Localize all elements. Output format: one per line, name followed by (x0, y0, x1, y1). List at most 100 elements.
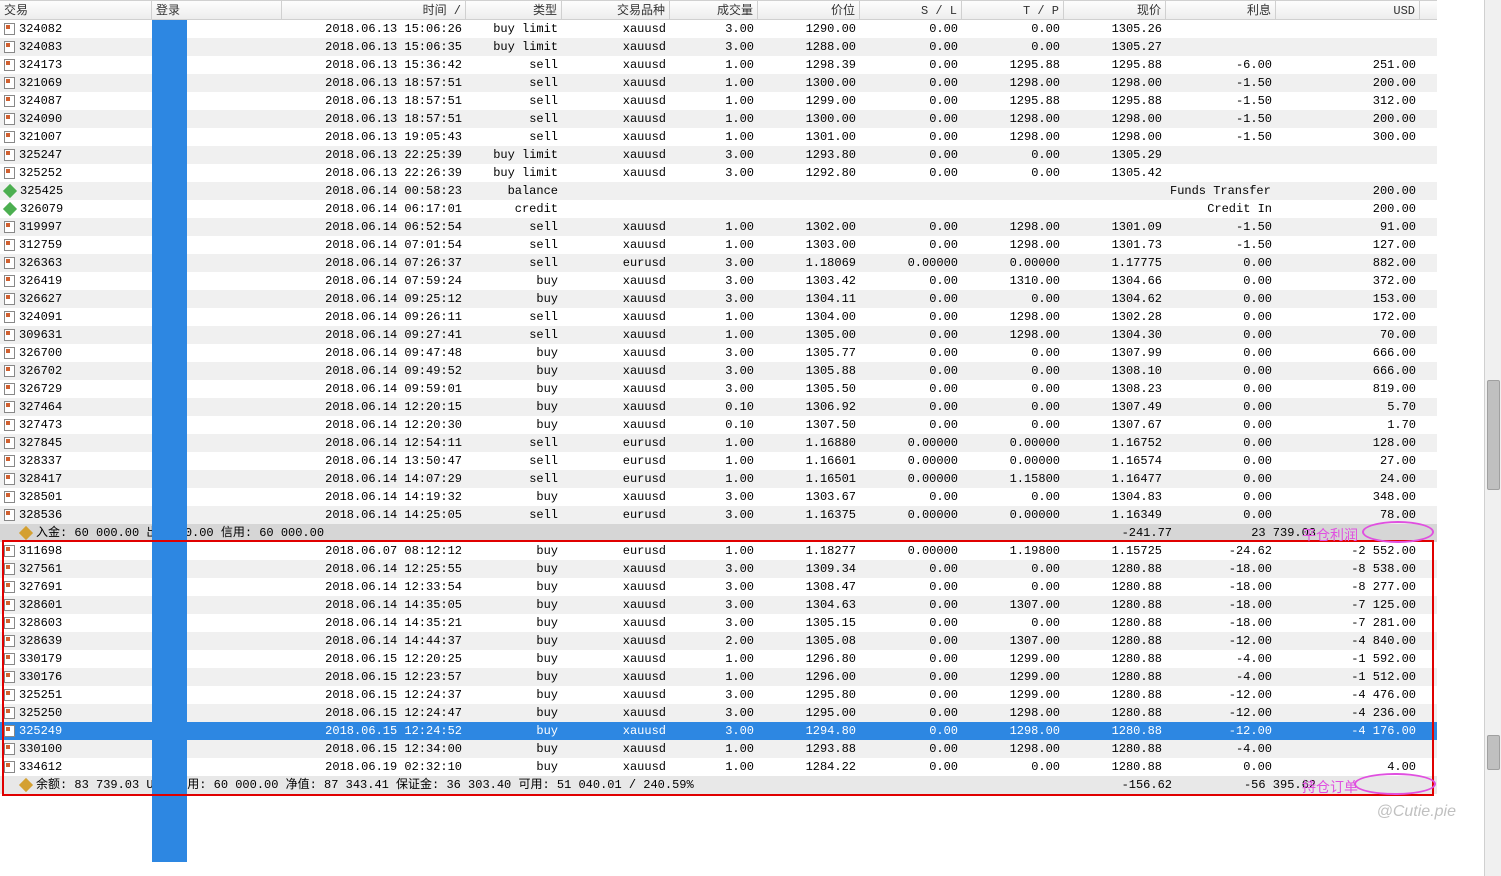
table-row[interactable]: 326702 2018.06.14 09:49:52 buy xauusd 3.… (0, 362, 1437, 380)
order-icon (4, 491, 15, 503)
cell-id: 328536 (0, 506, 152, 524)
table-row[interactable]: 324087 2018.06.13 18:57:51 sell xauusd 1… (0, 92, 1437, 110)
table-row[interactable]: 327473 2018.06.14 12:20:30 buy xauusd 0.… (0, 416, 1437, 434)
table-row[interactable]: 328501 2018.06.14 14:19:32 buy xauusd 3.… (0, 488, 1437, 506)
cell-volume: 3.00 (670, 146, 758, 164)
cell-current: 1301.09 (1064, 218, 1166, 236)
cell-tp: 1295.88 (962, 56, 1064, 74)
cell-current: 1304.66 (1064, 272, 1166, 290)
cell-interest: 0.00 (1166, 326, 1276, 344)
table-row[interactable]: 330100 2018.06.15 12:34:00 buy xauusd 1.… (0, 740, 1437, 758)
cell-usd: 1.70 (1276, 416, 1420, 434)
table-row[interactable]: 326419 2018.06.14 07:59:24 buy xauusd 3.… (0, 272, 1437, 290)
order-icon (4, 365, 15, 377)
cell-tp: 1298.00 (962, 218, 1064, 236)
cell-volume: 1.00 (670, 218, 758, 236)
table-row[interactable]: 311698 2018.06.07 08:12:12 buy eurusd 1.… (0, 542, 1437, 560)
table-row[interactable]: 327561 2018.06.14 12:25:55 buy xauusd 3.… (0, 560, 1437, 578)
cell-id: 324083 (0, 38, 152, 56)
cell-type: credit (466, 200, 562, 218)
cell-time: 2018.06.14 12:20:15 (282, 398, 466, 416)
table-row[interactable]: 326729 2018.06.14 09:59:01 buy xauusd 3.… (0, 380, 1437, 398)
table-row[interactable]: 326700 2018.06.14 09:47:48 buy xauusd 3.… (0, 344, 1437, 362)
table-row[interactable]: 334612 2018.06.19 02:32:10 buy xauusd 1.… (0, 758, 1437, 776)
cell-symbol: xauusd (562, 362, 670, 380)
table-row[interactable]: 312759 2018.06.14 07:01:54 sell xauusd 1… (0, 236, 1437, 254)
scrollbar-thumb-bottom[interactable] (1487, 735, 1500, 770)
table-row[interactable]: 325249 2018.06.15 12:24:52 buy xauusd 3.… (0, 722, 1437, 740)
cell-interest: 0.00 (1166, 434, 1276, 452)
cell-current: 1307.99 (1064, 344, 1166, 362)
cell-symbol: xauusd (562, 110, 670, 128)
cell-tp: 0.00 (962, 398, 1064, 416)
table-row[interactable]: 330176 2018.06.15 12:23:57 buy xauusd 1.… (0, 668, 1437, 686)
table-row[interactable]: 326627 2018.06.14 09:25:12 buy xauusd 3.… (0, 290, 1437, 308)
cell-usd: 128.00 (1276, 434, 1420, 452)
table-row[interactable]: 319997 2018.06.14 06:52:54 sell xauusd 1… (0, 218, 1437, 236)
table-row[interactable]: 328603 2018.06.14 14:35:21 buy xauusd 3.… (0, 614, 1437, 632)
cell-interest: -1.50 (1166, 218, 1276, 236)
table-row[interactable]: 330179 2018.06.15 12:20:25 buy xauusd 1.… (0, 650, 1437, 668)
table-row[interactable]: 328337 2018.06.14 13:50:47 sell eurusd 1… (0, 452, 1437, 470)
table-row[interactable]: 327691 2018.06.14 12:33:54 buy xauusd 3.… (0, 578, 1437, 596)
header-type[interactable]: 类型 (466, 1, 562, 19)
header-symbol[interactable]: 交易品种 (562, 1, 670, 19)
cell-type: sell (466, 506, 562, 524)
cell-symbol: xauusd (562, 326, 670, 344)
cell-usd: 372.00 (1276, 272, 1420, 290)
header-current[interactable]: 现价 (1064, 1, 1166, 19)
cell-symbol: xauusd (562, 236, 670, 254)
header-volume[interactable]: 成交量 (670, 1, 758, 19)
table-row[interactable]: 321007 2018.06.13 19:05:43 sell xauusd 1… (0, 128, 1437, 146)
table-row[interactable]: 328417 2018.06.14 14:07:29 sell eurusd 1… (0, 470, 1437, 488)
cell-sl: 0.00 (860, 308, 962, 326)
cell-id: 327691 (0, 578, 152, 596)
order-icon (4, 599, 15, 611)
header-usd[interactable]: USD (1276, 1, 1420, 19)
header-id[interactable]: 交易 (0, 1, 152, 19)
table-row[interactable]: 309631 2018.06.14 09:27:41 sell xauusd 1… (0, 326, 1437, 344)
cell-tp: 1.19800 (962, 542, 1064, 560)
cell-usd: 251.00 (1276, 56, 1420, 74)
table-row[interactable]: 326363 2018.06.14 07:26:37 sell eurusd 3… (0, 254, 1437, 272)
cell-volume: 3.00 (670, 488, 758, 506)
table-row[interactable]: 324173 2018.06.13 15:36:42 sell xauusd 1… (0, 56, 1437, 74)
table-row[interactable]: 324090 2018.06.13 18:57:51 sell xauusd 1… (0, 110, 1437, 128)
table-row[interactable]: 325250 2018.06.15 12:24:47 buy xauusd 3.… (0, 704, 1437, 722)
cell-usd: 882.00 (1276, 254, 1420, 272)
table-row[interactable]: 328639 2018.06.14 14:44:37 buy xauusd 2.… (0, 632, 1437, 650)
cell-interest: -24.62 (1166, 542, 1276, 560)
table-row[interactable]: 321069 2018.06.13 18:57:51 sell xauusd 1… (0, 74, 1437, 92)
table-header: 交易 登录 时间 / 类型 交易品种 成交量 价位 S / L T / P 现价… (0, 0, 1437, 20)
table-row[interactable]: 327845 2018.06.14 12:54:11 sell eurusd 1… (0, 434, 1437, 452)
vertical-scrollbar[interactable] (1484, 0, 1501, 876)
header-time[interactable]: 时间 / (282, 1, 466, 19)
table-row[interactable]: 326079 2018.06.14 06:17:01 credit Credit… (0, 200, 1437, 218)
table-row[interactable]: 325247 2018.06.13 22:25:39 buy limit xau… (0, 146, 1437, 164)
cell-type: buy (466, 344, 562, 362)
cell-sl: 0.00 (860, 398, 962, 416)
cell-volume: 1.00 (670, 56, 758, 74)
table-row[interactable]: 324091 2018.06.14 09:26:11 sell xauusd 1… (0, 308, 1437, 326)
cell-sl: 0.00 (860, 272, 962, 290)
table-row[interactable]: 325251 2018.06.15 12:24:37 buy xauusd 3.… (0, 686, 1437, 704)
table-row[interactable]: 324082 2018.06.13 15:06:26 buy limit xau… (0, 20, 1437, 38)
table-row[interactable]: 324083 2018.06.13 15:06:35 buy limit xau… (0, 38, 1437, 56)
table-row[interactable]: 325425 2018.06.14 00:58:23 balance Funds… (0, 182, 1437, 200)
cell-interest: 0.00 (1166, 758, 1276, 776)
table-row[interactable]: 325252 2018.06.13 22:26:39 buy limit xau… (0, 164, 1437, 182)
table-row[interactable]: 328536 2018.06.14 14:25:05 sell eurusd 3… (0, 506, 1437, 524)
cell-symbol: xauusd (562, 416, 670, 434)
header-login[interactable]: 登录 (152, 1, 282, 19)
header-price[interactable]: 价位 (758, 1, 860, 19)
table-row[interactable]: 327464 2018.06.14 12:20:15 buy xauusd 0.… (0, 398, 1437, 416)
header-sl[interactable]: S / L (860, 1, 962, 19)
header-interest[interactable]: 利息 (1166, 1, 1276, 19)
cell-time: 2018.06.15 12:20:25 (282, 650, 466, 668)
cell-usd: 666.00 (1276, 362, 1420, 380)
table-row[interactable]: 328601 2018.06.14 14:35:05 buy xauusd 3.… (0, 596, 1437, 614)
cell-tp: 0.00000 (962, 254, 1064, 272)
header-tp[interactable]: T / P (962, 1, 1064, 19)
scrollbar-thumb-top[interactable] (1487, 380, 1500, 490)
cell-current: 1.17775 (1064, 254, 1166, 272)
